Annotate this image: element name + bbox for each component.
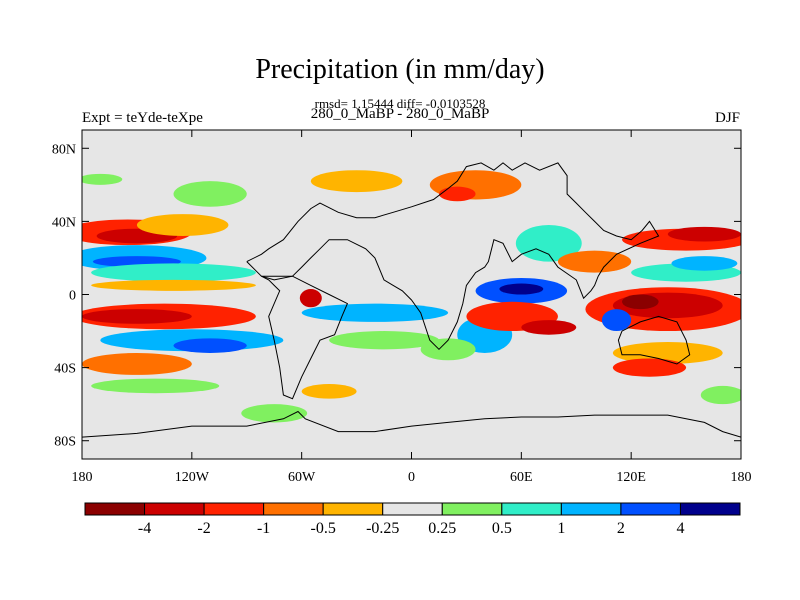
colorbar-label: 2 xyxy=(617,520,625,537)
anomaly-region-2 xyxy=(136,214,229,237)
anomaly-region-15 xyxy=(301,303,449,322)
colorbar-swatch xyxy=(84,502,146,516)
x-tick-label: 60W xyxy=(288,470,316,485)
colorbar-swatch xyxy=(144,502,205,516)
colorbar-swatch xyxy=(560,502,622,516)
colorbar-swatch xyxy=(501,502,562,516)
anomaly-region-13 xyxy=(173,181,247,207)
x-axis-ticks: 180 120W 60W 0 60E 120E 180 xyxy=(72,130,752,485)
anomaly-region-5 xyxy=(91,263,256,282)
colorbar-label: -4 xyxy=(138,520,151,537)
y-tick-label: 80N xyxy=(52,142,76,157)
anomaly-region-8 xyxy=(82,309,192,324)
anomaly-region-41 xyxy=(82,173,123,185)
anomaly-region-25 xyxy=(521,320,577,335)
colorbar-swatch xyxy=(679,502,741,516)
y-tick-label: 0 xyxy=(69,289,76,304)
colorbar-label: 0.5 xyxy=(492,520,512,537)
anomaly-region-17 xyxy=(241,404,308,423)
anomaly-region-19 xyxy=(299,289,322,308)
x-tick-label: 60E xyxy=(510,470,533,485)
anomaly-region-38 xyxy=(612,342,723,364)
x-tick-label: 180 xyxy=(72,470,93,485)
x-tick-label: 180 xyxy=(731,470,752,485)
colorbar-label: 1 xyxy=(557,520,565,537)
colorbar: -4 -2 -1 -0.5 -0.25 0.25 0.5 1 2 4 xyxy=(84,502,741,537)
y-axis-ticks: 80N 40N 0 40S 80S xyxy=(52,142,741,450)
experiment-label: Expt = teYde-teXpe xyxy=(82,110,203,126)
anomaly-region-18 xyxy=(301,384,357,399)
chart-title: Precipitation (in mm/day) xyxy=(255,54,545,85)
anomaly-region-11 xyxy=(82,352,192,375)
colorbar-label: -1 xyxy=(257,520,270,537)
anomaly-region-29 xyxy=(557,250,632,273)
season-label: DJF xyxy=(714,110,740,126)
colorbar-swatch xyxy=(382,502,443,516)
colorbar-label: -0.5 xyxy=(311,520,336,537)
colorbar-label: 0.25 xyxy=(428,520,456,537)
anomaly-region-40 xyxy=(700,385,741,405)
anomaly-region-12 xyxy=(91,378,220,394)
x-tick-label: 0 xyxy=(408,470,415,485)
anomaly-contours xyxy=(82,170,741,423)
y-tick-label: 80S xyxy=(54,435,76,450)
anomaly-region-37 xyxy=(667,226,741,242)
colorbar-label: 4 xyxy=(676,520,684,537)
x-tick-label: 120E xyxy=(616,470,646,485)
colorbar-swatch xyxy=(263,502,324,516)
anomaly-region-39 xyxy=(612,358,687,377)
rmsd-stats: rmsd= 1.15444 diff= -0.0103528 xyxy=(314,96,486,111)
anomaly-region-21 xyxy=(420,338,476,361)
colorbar-label: -2 xyxy=(197,520,210,537)
coastline-segment-3 xyxy=(82,410,741,438)
coastline-segment-2 xyxy=(617,315,691,365)
anomaly-region-16 xyxy=(329,331,439,350)
anomaly-region-14 xyxy=(310,170,403,193)
colorbar-label: -0.25 xyxy=(366,520,399,537)
coastline-outline xyxy=(82,162,741,438)
anomaly-region-33 xyxy=(601,309,632,332)
anomaly-region-10 xyxy=(173,338,247,353)
colorbar-swatch xyxy=(322,502,384,516)
coastline-segment-0 xyxy=(246,162,660,351)
experiment-subtitle: 280_0_MaBP - 280_0_MaBP xyxy=(310,106,490,122)
colorbar-swatch xyxy=(620,502,681,516)
y-tick-label: 40S xyxy=(54,362,76,377)
anomaly-region-28 xyxy=(438,186,476,202)
anomaly-region-35 xyxy=(671,256,738,271)
colorbar-swatch xyxy=(203,502,265,516)
anomaly-region-23 xyxy=(499,283,544,295)
colorbar-swatch xyxy=(441,502,503,516)
anomaly-region-6 xyxy=(91,279,256,291)
anomaly-region-26 xyxy=(515,225,582,262)
y-tick-label: 40N xyxy=(52,215,76,230)
x-tick-label: 120W xyxy=(175,470,210,485)
coastline-segment-1 xyxy=(261,275,349,400)
anomaly-region-32 xyxy=(622,294,659,310)
